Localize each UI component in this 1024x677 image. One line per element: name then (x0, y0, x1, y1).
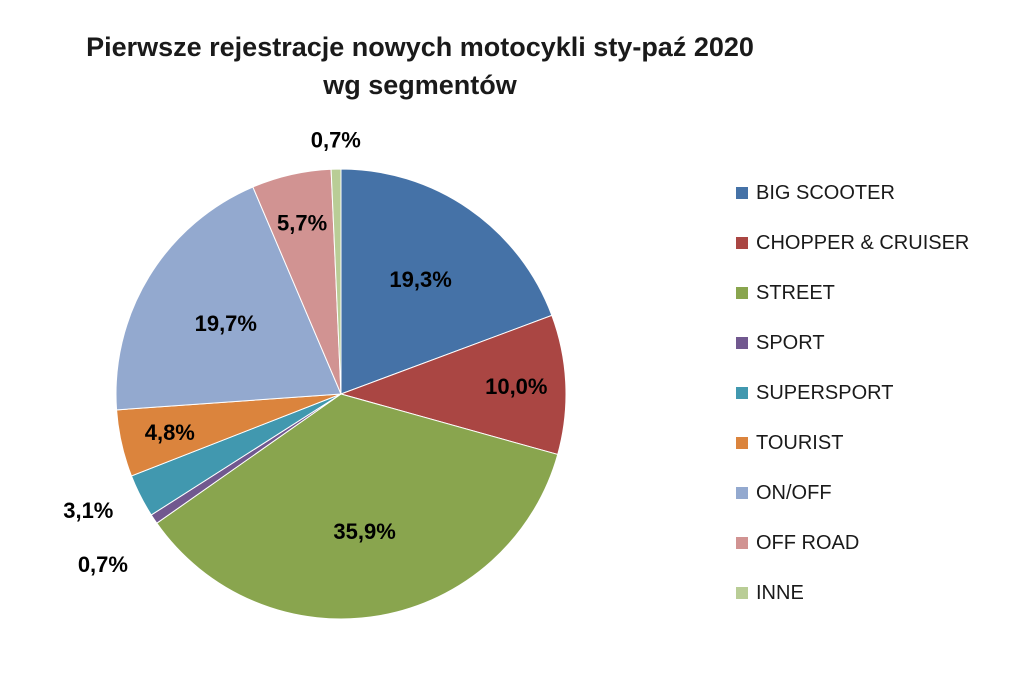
legend-item-sport: SPORT (736, 318, 969, 368)
data-label-big-scooter: 19,3% (389, 267, 451, 292)
data-label-tourist: 4,8% (145, 420, 195, 445)
legend-label: OFF ROAD (756, 531, 860, 554)
data-label-street: 35,9% (333, 519, 395, 544)
legend-swatch (736, 437, 748, 449)
legend-swatch (736, 187, 748, 199)
legend-label: INNE (756, 581, 804, 604)
legend-label: BIG SCOOTER (756, 181, 895, 204)
legend-swatch (736, 287, 748, 299)
pie-slice-inne (330, 168, 342, 395)
legend-swatch (736, 337, 748, 349)
legend-label: ON/OFF (756, 481, 832, 504)
legend-item-supersport: SUPERSPORT (736, 368, 969, 418)
data-label-off-road: 5,7% (277, 210, 327, 235)
pie-slice-on-off (115, 186, 342, 411)
data-label-inne: 0,7% (311, 127, 361, 152)
legend-swatch (736, 537, 748, 549)
legend-item-on-off: ON/OFF (736, 468, 969, 518)
legend-swatch (736, 387, 748, 399)
legend-label: TOURIST (756, 431, 844, 454)
legend-swatch (736, 237, 748, 249)
legend-swatch (736, 487, 748, 499)
data-label-sport: 0,7% (78, 552, 128, 577)
pie-slice-street (156, 393, 559, 620)
chart-title-line-1: Pierwsze rejestracje nowych motocykli st… (86, 32, 754, 62)
pie-slice-big-scooter (340, 168, 553, 395)
data-label-chopper-cruiser: 10,0% (485, 374, 547, 399)
legend-label: CHOPPER & CRUISER (756, 231, 970, 254)
legend-item-big-scooter: BIG SCOOTER (736, 168, 969, 218)
legend-swatch (736, 587, 748, 599)
legend-item-street: STREET (736, 268, 969, 318)
legend-label: SPORT (756, 331, 825, 354)
pie-slice-chopper-cruiser (339, 314, 567, 456)
legend-item-off-road: OFF ROAD (736, 518, 969, 568)
legend-label: STREET (756, 281, 835, 304)
legend: BIG SCOOTER CHOPPER & CRUISER STREET SPORT S… (736, 168, 969, 618)
legend-item-inne: INNE (736, 568, 969, 618)
data-label-supersport: 3,1% (63, 498, 113, 523)
legend-label: SUPERSPORT (756, 381, 894, 404)
chart-title: Pierwsze rejestracje nowych motocykli st… (60, 28, 780, 104)
legend-item-chopper-cruiser: CHOPPER & CRUISER (736, 218, 969, 268)
chart-title-line-2: wg segmentów (323, 70, 517, 100)
data-label-on-off: 19,7% (195, 311, 257, 336)
legend-item-tourist: TOURIST (736, 418, 969, 468)
